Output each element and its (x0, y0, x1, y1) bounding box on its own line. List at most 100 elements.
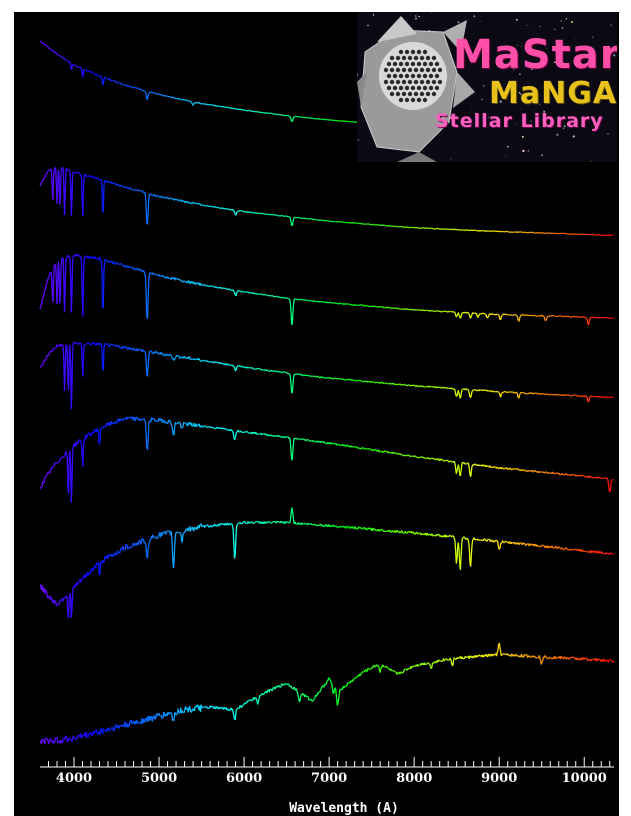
spectrum-4-segment (357, 379, 359, 382)
spectrum-5-segment (503, 467, 506, 470)
spectrum-4-segment (457, 390, 460, 394)
spectrum-5-segment (467, 462, 470, 465)
spectrum-6-segment (550, 546, 553, 549)
spectrum-5-segment (566, 474, 569, 476)
spectrum-4-segment (416, 384, 419, 387)
spectrum-4-segment (290, 384, 293, 394)
spectrum-5-segment (606, 477, 608, 480)
spectrum-5-segment (388, 451, 391, 454)
spectrum-4-segment (414, 385, 417, 387)
spectrum-4-segment (453, 388, 456, 391)
spectrum-4-segment (206, 360, 209, 363)
spectrum-3-segment (332, 302, 334, 304)
spectrum-6-segment (467, 539, 470, 542)
spectrum-2-segment (498, 230, 500, 233)
spectrum-5-segment (316, 440, 319, 443)
spectrum-2-segment (232, 209, 235, 212)
spectrum-4-segment (250, 367, 252, 369)
spectrum-4-segment (498, 392, 501, 396)
spectrum-6-segment (156, 537, 159, 539)
spectrum-1-segment (44, 43, 46, 46)
spectrum-3-segment (48, 274, 51, 278)
spectrum-2-segment (208, 205, 210, 207)
spectrum-3-segment (213, 286, 216, 288)
spectrum-3-segment (235, 293, 238, 297)
spectrum-5-segment (363, 448, 365, 450)
spectrum-2-segment (456, 228, 459, 231)
spectrum-1-segment (341, 120, 344, 122)
spectrum-4-segment (330, 377, 333, 380)
spectrum-6-segment (58, 602, 61, 605)
spectrum-3-segment (147, 279, 150, 298)
spectrum-5-segment (144, 421, 147, 436)
spectrum-5-segment (289, 437, 291, 443)
spectrum-6-segment (44, 589, 47, 592)
spectrum-4-segment (287, 372, 289, 375)
spectrum-1-segment (123, 83, 125, 86)
spectrum-2-segment (113, 183, 116, 185)
spectrum-3-segment (497, 314, 500, 317)
spectrum-6-segment (146, 548, 149, 559)
spectrum-3-segment (181, 280, 184, 283)
spectrum-5-segment (291, 448, 294, 459)
spectrum-2-segment (203, 204, 206, 207)
spectrum-4-segment (611, 396, 614, 399)
spectrum-5-segment (82, 446, 85, 467)
spectrum-4-segment (511, 391, 513, 393)
spectrum-6-segment (381, 529, 384, 532)
spectrum-3-segment (291, 310, 294, 323)
spectrum-5-segment (497, 467, 499, 469)
spectrum-5-segment (152, 417, 155, 420)
spectrum-2-segment (388, 225, 391, 227)
spectrum-4-segment (278, 371, 280, 373)
spectrum-3-segment (108, 260, 111, 263)
spectrum-6-segment (519, 542, 522, 544)
spectrum-2-segment (274, 214, 276, 216)
spectrum-3-segment (186, 280, 189, 284)
spectrum-3-segment (39, 306, 42, 310)
spectrum-3-segment (185, 281, 188, 284)
spectrum-2-segment (138, 189, 140, 192)
spectrum-5-segment (274, 435, 276, 437)
spectrum-6-segment (118, 551, 121, 554)
spectrum-6-segment (232, 530, 235, 546)
spectrum-6-segment (233, 553, 236, 559)
spectrum-4-segment (412, 384, 414, 387)
spectrum-2-segment (168, 197, 171, 200)
spectrum-5-segment (468, 468, 471, 475)
spectrum-3-segment (460, 313, 463, 317)
spectrum-5-segment (289, 442, 292, 452)
spectrum-1-segment (345, 120, 347, 123)
spectrum-4-segment (61, 344, 64, 348)
spectrum-1-segment (76, 65, 78, 68)
spectrum-4-segment (329, 377, 331, 380)
spectrum-5-segment (197, 424, 200, 426)
spectrum-5-segment (210, 426, 212, 428)
spectrum-6-segment (207, 524, 210, 528)
spectrum-3-segment (457, 312, 460, 316)
spectrum-5-segment (65, 453, 68, 456)
spectrum-5-segment (71, 451, 74, 486)
spectrum-4-segment (494, 390, 496, 393)
spectrum-6-segment (174, 536, 177, 546)
spectrum-2-segment (377, 224, 380, 226)
spectrum-2-segment (439, 228, 442, 230)
spectrum-4-segment (88, 342, 91, 345)
spectrum-3-segment (588, 318, 591, 324)
spectrum-3-segment (175, 278, 178, 280)
spectrum-3-segment (377, 305, 380, 308)
spectrum-5-segment (591, 476, 594, 479)
spectrum-6-segment (103, 557, 106, 563)
spectrum-2-segment (128, 187, 130, 190)
spectrum-2-segment (282, 215, 285, 217)
spectrum-1-segment (198, 102, 201, 105)
spectrum-6-segment (540, 545, 542, 548)
spectrum-4-segment (461, 388, 463, 391)
spectrum-4-segment (291, 382, 294, 392)
spectrum-4-segment (421, 385, 423, 388)
spectrum-2-segment (146, 211, 149, 225)
spectrum-5-segment (463, 461, 466, 464)
spectrum-2-segment (568, 233, 570, 235)
spectrum-4-segment (255, 368, 258, 370)
spectrum-5-segment (581, 474, 584, 477)
